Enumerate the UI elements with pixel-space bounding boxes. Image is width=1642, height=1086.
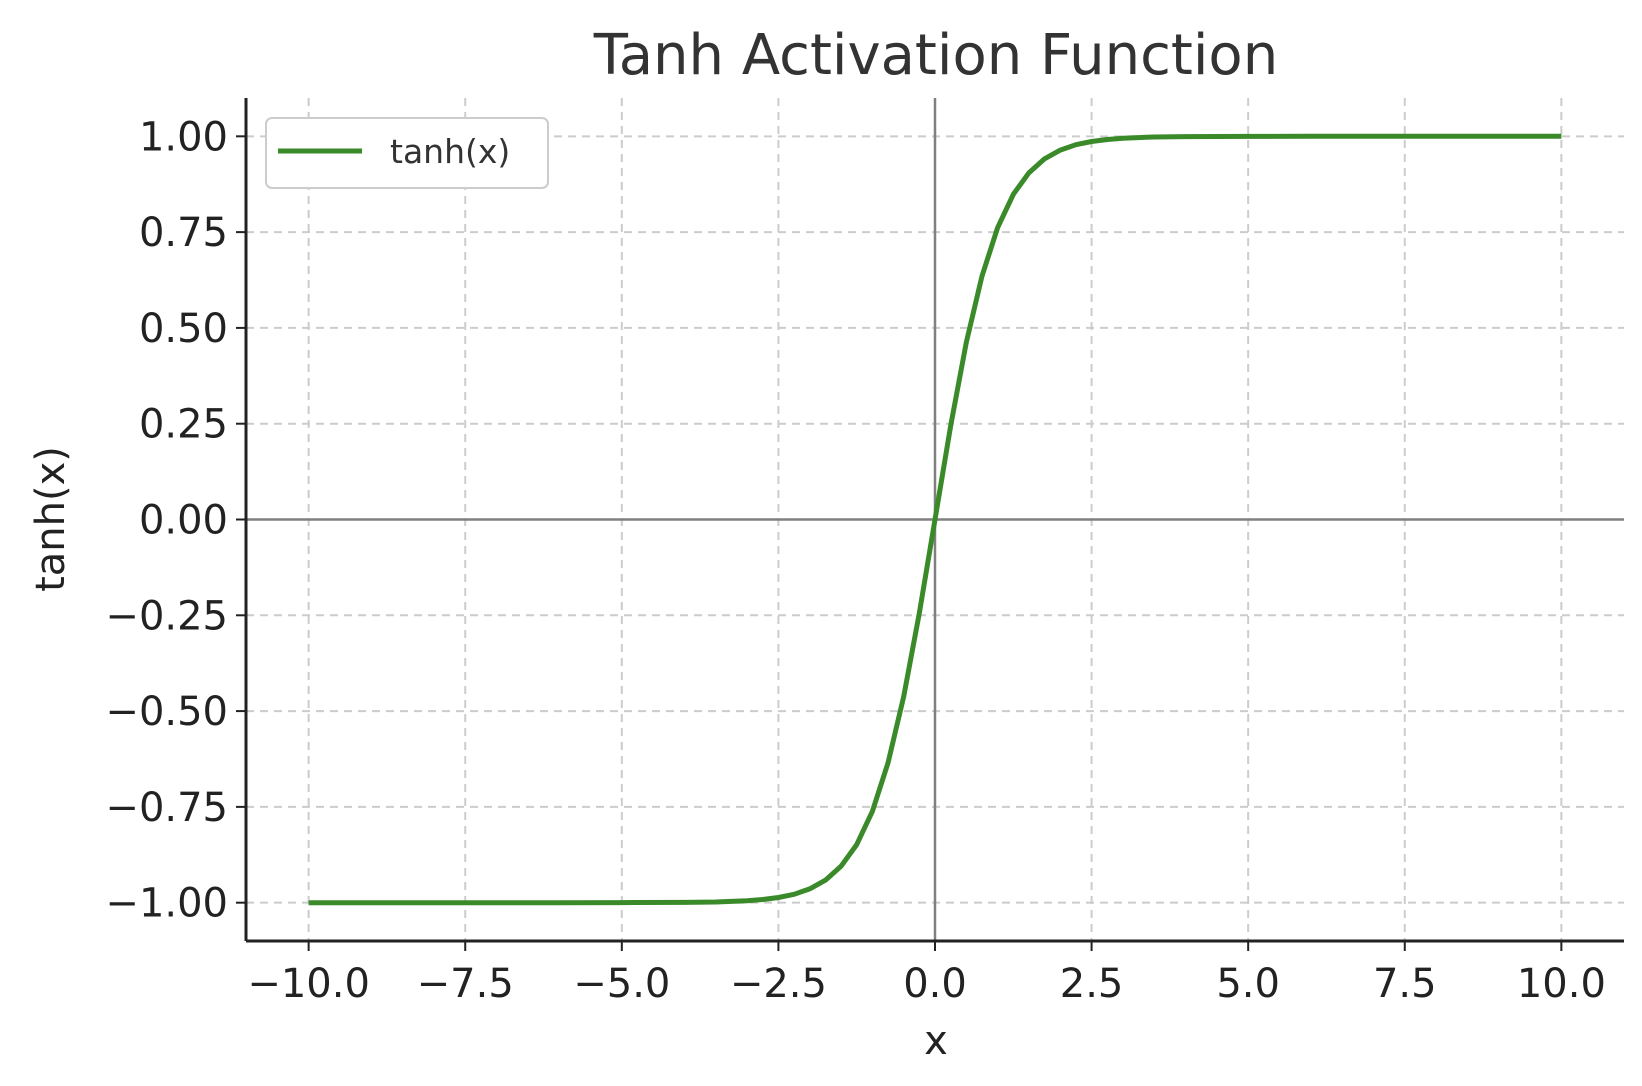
x-axis-label: x xyxy=(924,1018,948,1064)
series-group xyxy=(308,133,1562,906)
y-ticks: 1.00 0.75 0.50 0.25 0.00 −0.25 −0.50 −0.75 −1.00 xyxy=(105,114,246,927)
y-tick-label: 0.25 xyxy=(139,402,228,448)
x-tick-label: 7.5 xyxy=(1373,961,1437,1007)
legend-box xyxy=(265,117,549,189)
series-line-tanh xyxy=(308,133,1562,906)
x-tick-label: −10.0 xyxy=(247,961,370,1007)
y-tick-label: −0.75 xyxy=(105,785,228,831)
legend: tanh(x) xyxy=(265,117,549,189)
y-tick-label: 0.00 xyxy=(139,498,228,544)
legend-label: tanh(x) xyxy=(390,132,510,171)
chart-title: Tanh Activation Function xyxy=(593,23,1278,88)
x-tick-label: −5.0 xyxy=(573,961,670,1007)
y-axis-label: tanh(x) xyxy=(28,446,74,592)
x-tick-label: −7.5 xyxy=(417,961,514,1007)
y-tick-label: 1.00 xyxy=(139,114,228,160)
x-ticks: −10.0 −7.5 −5.0 −2.5 0.0 2.5 5.0 7.5 10.0 xyxy=(247,941,1606,1007)
y-tick-label: −0.50 xyxy=(105,689,228,735)
y-tick-label: 0.75 xyxy=(139,210,228,256)
x-tick-label: 2.5 xyxy=(1060,961,1124,1007)
y-tick-label: 0.50 xyxy=(139,306,228,352)
x-tick-label: 0.0 xyxy=(903,961,967,1007)
x-tick-label: −2.5 xyxy=(730,961,827,1007)
x-tick-label: 10.0 xyxy=(1517,961,1606,1007)
y-tick-label: −1.00 xyxy=(105,881,228,927)
y-tick-label: −0.25 xyxy=(105,593,228,639)
x-tick-label: 5.0 xyxy=(1216,961,1280,1007)
